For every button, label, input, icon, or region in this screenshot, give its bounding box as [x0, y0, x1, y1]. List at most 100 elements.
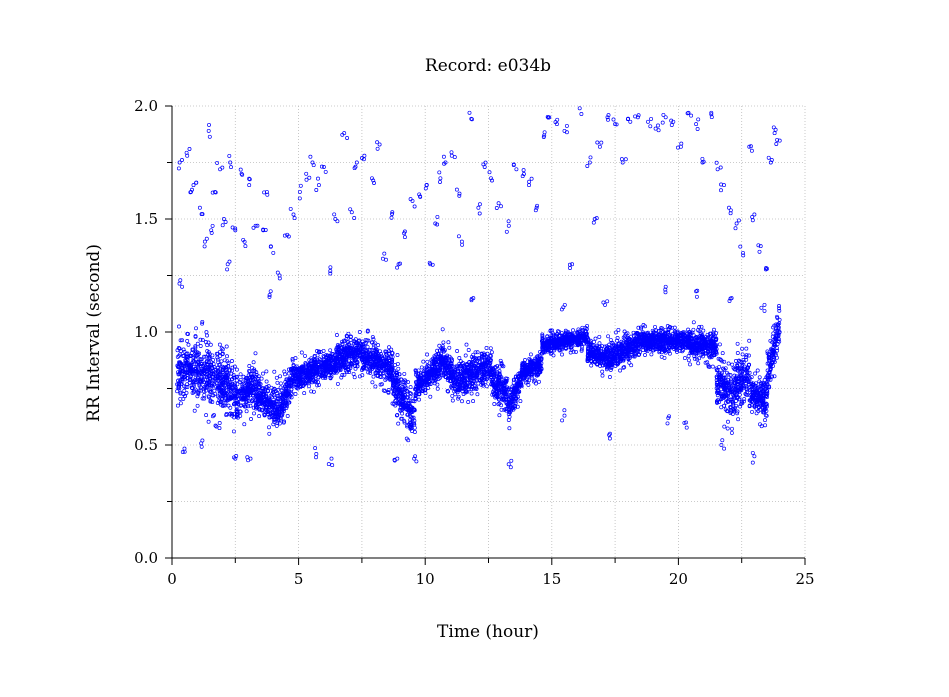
data-point — [246, 392, 251, 397]
data-point — [235, 394, 239, 399]
data-point — [286, 392, 291, 397]
data-point — [225, 390, 230, 395]
data-point — [506, 418, 511, 422]
data-point — [185, 372, 190, 377]
data-point — [216, 365, 220, 370]
data-point — [254, 372, 259, 377]
data-point — [306, 379, 311, 383]
data-point — [244, 375, 249, 380]
data-point — [627, 360, 632, 365]
data-point — [272, 369, 277, 374]
data-point — [207, 367, 212, 372]
data-point — [177, 324, 181, 329]
data-point — [348, 366, 353, 370]
data-point — [178, 391, 183, 396]
data-point — [428, 394, 433, 399]
data-point — [264, 385, 269, 389]
data-point — [226, 396, 231, 401]
data-point — [189, 385, 194, 390]
data-point — [277, 412, 282, 417]
data-point — [204, 330, 209, 335]
data-point — [191, 355, 196, 360]
data-point — [365, 344, 370, 349]
data-point — [464, 342, 469, 347]
data-point — [210, 383, 215, 388]
data-point — [212, 413, 216, 418]
data-point — [198, 337, 203, 342]
data-point — [560, 352, 564, 357]
data-point — [348, 334, 353, 339]
data-point — [200, 396, 205, 401]
data-point — [460, 399, 464, 404]
data-point — [185, 385, 190, 389]
data-point — [259, 376, 264, 381]
data-point — [278, 392, 283, 397]
data-point — [234, 413, 239, 417]
data-point — [299, 379, 303, 384]
data-point — [463, 353, 468, 358]
data-point — [307, 384, 311, 389]
data-point — [303, 361, 308, 366]
data-point — [286, 367, 291, 372]
data-point — [229, 377, 234, 382]
data-point — [288, 377, 293, 382]
data-point — [186, 342, 191, 347]
chart-title: Record: e034b — [425, 56, 551, 76]
data-point — [303, 353, 307, 358]
data-point — [281, 420, 286, 425]
data-point — [320, 371, 325, 376]
data-point — [237, 390, 241, 394]
data-point — [317, 369, 322, 374]
data-point — [224, 370, 229, 375]
data-point — [206, 419, 211, 424]
data-point — [208, 342, 213, 347]
data-point — [209, 390, 214, 394]
data-point — [212, 388, 217, 393]
data-point — [299, 350, 304, 355]
data-point — [497, 413, 502, 418]
data-point — [600, 369, 605, 374]
data-point — [264, 410, 269, 415]
data-point — [207, 376, 212, 381]
data-point — [316, 375, 321, 380]
data-point — [196, 389, 201, 394]
data-point — [292, 371, 297, 376]
data-point — [319, 364, 324, 369]
data-point — [226, 403, 231, 408]
data-point — [256, 397, 261, 402]
data-point — [368, 370, 373, 375]
data-point — [286, 371, 291, 376]
data-point — [234, 367, 239, 372]
data-point — [537, 379, 541, 384]
data-point — [257, 381, 262, 386]
data-point — [488, 346, 493, 351]
data-point — [199, 379, 204, 384]
data-point — [189, 363, 194, 367]
data-point — [272, 386, 277, 391]
data-point — [262, 412, 267, 417]
data-point — [352, 375, 357, 380]
data-point — [235, 374, 240, 379]
data-point — [182, 363, 187, 368]
data-point — [417, 397, 421, 402]
data-point — [446, 340, 451, 345]
data-point — [197, 382, 202, 387]
data-point — [220, 351, 225, 356]
data-point — [408, 385, 413, 390]
data-point — [180, 338, 185, 343]
data-point — [238, 372, 243, 377]
data-point — [396, 366, 401, 371]
data-point — [176, 385, 181, 389]
data-point — [282, 369, 287, 374]
data-point — [209, 385, 214, 390]
data-point — [238, 409, 243, 414]
data-point — [187, 366, 192, 371]
data-point — [205, 333, 209, 338]
data-point — [352, 357, 357, 362]
data-point — [279, 410, 284, 415]
data-point — [370, 380, 375, 385]
data-point — [178, 338, 183, 343]
data-point — [315, 349, 319, 353]
data-point — [261, 391, 266, 396]
